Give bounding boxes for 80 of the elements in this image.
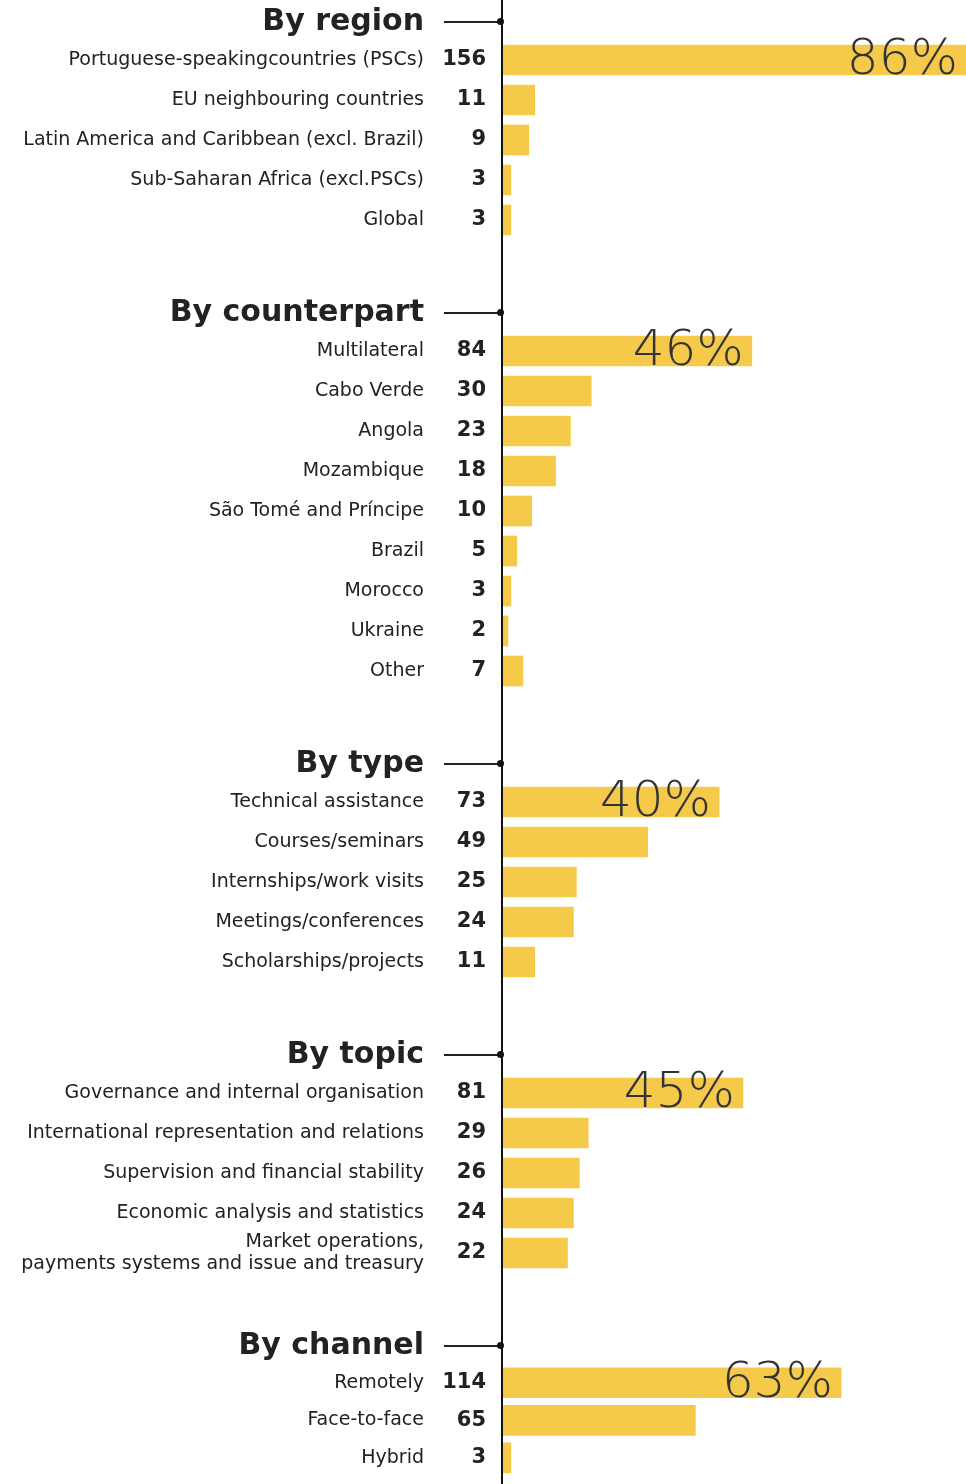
y-tick-label: Face-to-face <box>307 1407 424 1430</box>
y-tick-label: Market operations, payments systems and issue and treasury <box>21 1228 424 1274</box>
y-tick-label: Internships/work visits <box>211 868 424 891</box>
annotation: 40% <box>599 770 712 828</box>
y-tick-label: Hybrid <box>361 1444 424 1467</box>
y-tick-label: Global <box>363 206 424 229</box>
bar <box>502 1237 568 1269</box>
data-label: 24 <box>456 1199 486 1224</box>
chart-title: By topic <box>286 1034 424 1070</box>
y-tick-label: Multilateral <box>316 337 424 360</box>
y-tick-label: Remotely <box>334 1369 424 1392</box>
data-label: 24 <box>456 908 486 933</box>
y-tick-label: Economic analysis and statistics <box>116 1199 424 1222</box>
chart-title: By region <box>262 1 424 37</box>
data-label: 29 <box>456 1119 486 1144</box>
y-tick-label: Latin America and Caribbean (excl. Brazil) <box>23 126 424 149</box>
bar <box>502 495 533 527</box>
data-label: 2 <box>471 617 486 642</box>
y-tick-label: São Tomé and Príncipe <box>208 497 424 520</box>
data-label: 3 <box>471 577 486 602</box>
bar <box>502 906 574 938</box>
data-label: 22 <box>456 1239 486 1264</box>
bar <box>502 455 556 487</box>
data-label: 3 <box>471 206 486 231</box>
data-label: 49 <box>456 828 486 853</box>
data-label: 10 <box>456 497 486 522</box>
annotation: 46% <box>632 319 744 377</box>
bar <box>502 826 649 858</box>
bar <box>502 866 577 898</box>
chart-title: By type <box>295 743 424 779</box>
bar <box>502 375 592 407</box>
bar <box>502 1117 589 1149</box>
chart-title: By channel <box>238 1325 424 1361</box>
bar <box>502 415 571 447</box>
annotation: 45% <box>623 1061 735 1119</box>
y-tick-label: Meetings/conferences <box>215 908 424 931</box>
bar <box>502 655 524 687</box>
data-label: 156 <box>442 46 486 71</box>
data-label: 84 <box>456 337 486 362</box>
chart-title: By counterpart <box>169 292 424 328</box>
y-tick-label: EU neighbouring countries <box>171 86 424 109</box>
data-label: 26 <box>456 1159 486 1184</box>
bar <box>502 946 536 978</box>
data-label: 23 <box>456 417 486 442</box>
bar <box>502 1157 580 1189</box>
y-tick-label: International representation and relations <box>27 1119 424 1142</box>
y-tick-label: Cabo Verde <box>314 377 424 400</box>
y-tick-label: Governance and internal organisation <box>64 1079 424 1102</box>
annotation: 63% <box>721 1350 834 1409</box>
annotation: 86% <box>846 28 958 86</box>
data-label: 3 <box>471 1444 486 1469</box>
data-label: 114 <box>442 1369 486 1394</box>
data-label: 7 <box>471 657 486 682</box>
data-label: 5 <box>471 537 486 562</box>
data-label: 65 <box>456 1406 486 1431</box>
data-label: 18 <box>456 457 486 482</box>
data-label: 81 <box>456 1079 486 1104</box>
data-label: 3 <box>471 166 486 191</box>
data-label: 9 <box>471 126 486 151</box>
y-tick-label: Ukraine <box>350 617 424 640</box>
y-tick-label: Scholarships/projects <box>221 948 424 971</box>
bar <box>502 84 536 116</box>
data-label: 30 <box>456 377 486 402</box>
data-label: 11 <box>456 86 486 111</box>
data-label: 25 <box>456 868 486 893</box>
y-tick-label: Supervision and financial stability <box>103 1159 424 1182</box>
data-label: 73 <box>456 788 486 813</box>
y-tick-label: Angola <box>358 417 424 440</box>
y-tick-label: Portuguese-speakingcountries (PSCs) <box>68 46 424 69</box>
bar <box>502 1197 574 1229</box>
y-tick-label: Morocco <box>344 577 424 600</box>
bar <box>502 535 518 567</box>
y-tick-label: Other <box>370 657 425 680</box>
y-tick-label: Mozambique <box>302 457 424 480</box>
y-tick-label: Courses/seminars <box>254 828 424 851</box>
y-tick-label: Sub-Saharan Africa (excl.PSCs) <box>130 166 424 189</box>
bar <box>502 124 530 156</box>
y-tick-label: Brazil <box>370 537 424 560</box>
y-tick-label: Technical assistance <box>229 788 424 811</box>
data-label: 11 <box>456 948 486 973</box>
